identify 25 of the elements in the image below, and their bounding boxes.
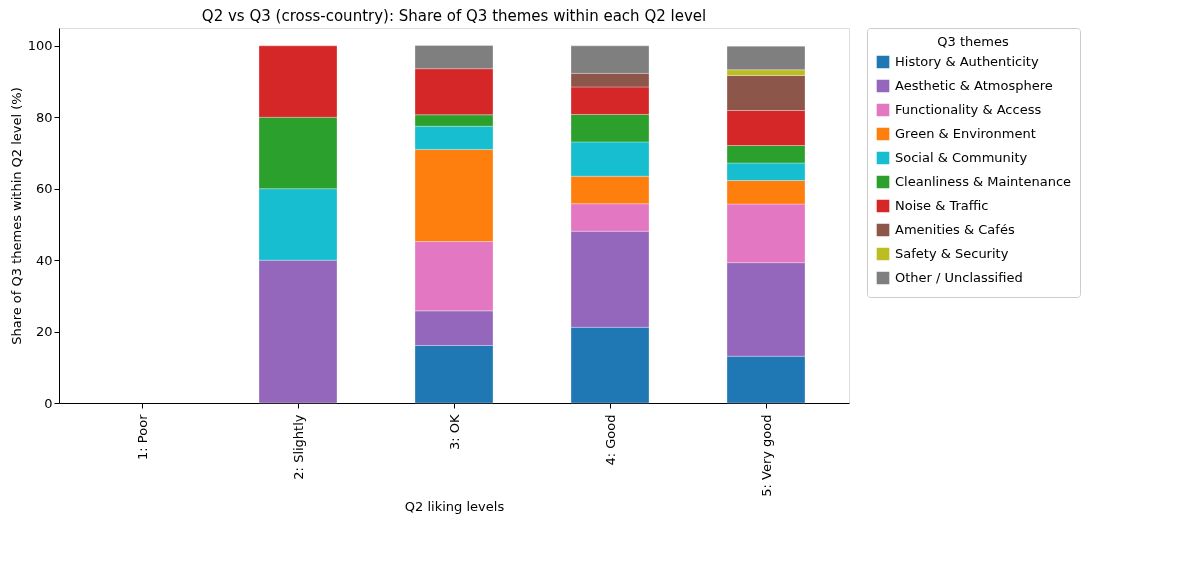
legend-label: Green & Environment	[895, 126, 1036, 141]
y-tick-label: 20	[35, 324, 53, 340]
legend-label: Safety & Security	[895, 246, 1009, 261]
legend-label: Other / Unclassified	[895, 270, 1023, 285]
y-tick-label: 60	[35, 181, 53, 197]
x-tick-label: 5: Very good	[758, 414, 774, 497]
y-axis-title: Share of Q3 themes within Q2 level (%)	[8, 87, 24, 345]
x-tick-label: 4: Good	[602, 414, 618, 466]
x-tick-label: 3: OK	[446, 414, 462, 451]
y-tick-label: 40	[35, 252, 53, 268]
x-axis-title: Q2 liking levels	[404, 498, 505, 514]
legend-label: Noise & Traffic	[895, 198, 989, 213]
y-tick-label: 100	[27, 38, 53, 54]
x-tick-label: 2: Slightly	[290, 414, 306, 480]
x-tick-label: 1: Poor	[134, 413, 150, 460]
legend-label: Aesthetic & Atmosphere	[895, 78, 1053, 93]
chart-title: Q2 vs Q3 (cross-country): Share of Q3 themes within each Q2 level	[201, 6, 707, 25]
legend-label: History & Authenticity	[895, 54, 1039, 69]
legend-title: Q3 themes	[937, 34, 1009, 49]
legend-label: Functionality & Access	[895, 102, 1042, 117]
legend-label: Cleanliness & Maintenance	[895, 174, 1072, 189]
legend-label: Amenities & Cafés	[895, 222, 1015, 237]
y-tick-label: 80	[35, 109, 53, 125]
legend-label: Social & Community	[895, 150, 1028, 165]
y-tick-label: 0	[44, 395, 53, 411]
